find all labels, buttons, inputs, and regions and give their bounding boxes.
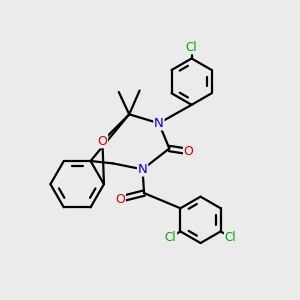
Text: Cl: Cl — [186, 41, 197, 54]
Text: O: O — [184, 145, 194, 158]
Text: O: O — [98, 135, 107, 148]
Text: Cl: Cl — [165, 231, 176, 244]
Text: N: N — [154, 117, 164, 130]
Text: N: N — [138, 163, 147, 176]
Text: O: O — [115, 193, 125, 206]
Text: Cl: Cl — [225, 231, 236, 244]
